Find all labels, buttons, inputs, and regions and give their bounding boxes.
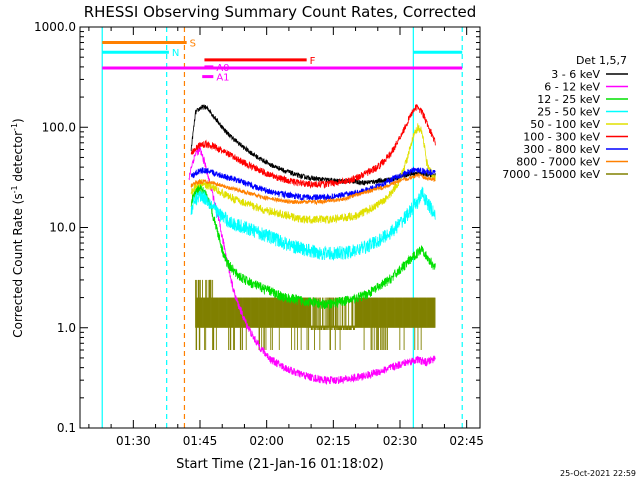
- legend-label: 50 - 100 keV: [530, 118, 600, 131]
- y-axis-label-mid: detector: [11, 131, 25, 186]
- y-tick-label: 1000.0: [34, 20, 76, 34]
- y-axis-label-sup2: -1: [10, 123, 19, 131]
- timestamp: 25-Oct-2021 22:59: [560, 469, 636, 478]
- x-tick-label: 02:15: [316, 434, 351, 448]
- flag-label-s: S: [190, 39, 196, 50]
- legend-title: Det 1,5,7: [576, 54, 627, 67]
- x-tick-label: 02:45: [449, 434, 484, 448]
- y-tick-label: 100.0: [42, 120, 76, 134]
- series-50-100-kev: [190, 123, 436, 224]
- legend-label: 100 - 300 keV: [523, 131, 600, 144]
- flag-label-a1: A1: [216, 73, 229, 84]
- legend-label: 12 - 25 keV: [537, 93, 600, 106]
- y-axis-label-main: Corrected Count Rate (s: [11, 193, 25, 337]
- series-100-300-kev: [190, 104, 436, 189]
- series-300-800-kev: [190, 166, 436, 202]
- y-tick-label: 10.0: [49, 221, 76, 235]
- y-tick-label: 1.0: [57, 321, 76, 335]
- series-25-50-kev: [190, 186, 436, 261]
- legend-label: 25 - 50 keV: [537, 106, 600, 119]
- x-tick-label: 02:00: [249, 434, 284, 448]
- x-tick-label: 01:30: [116, 434, 151, 448]
- y-axis-label: Corrected Count Rate (s-1 detector-1): [10, 118, 25, 337]
- legend-label: 3 - 6 keV: [551, 68, 600, 81]
- y-tick-label: 0.1: [57, 421, 76, 435]
- legend-label: 800 - 7000 keV: [516, 156, 600, 169]
- chart-title: RHESSI Observing Summary Count Rates, Co…: [84, 3, 477, 21]
- legend-label: 6 - 12 keV: [544, 81, 600, 94]
- flag-label-n: N: [172, 48, 179, 59]
- x-axis-label: Start Time (21-Jan-16 01:18:02): [176, 457, 384, 472]
- series-800-7000-kev: [190, 172, 436, 206]
- series-6-12-kev: [188, 146, 436, 386]
- x-tick-label: 02:30: [383, 434, 418, 448]
- plot-frame: [79, 26, 481, 429]
- series-3-6-kev: [190, 104, 436, 186]
- y-axis-label-end: ): [11, 118, 25, 123]
- series-12-25-kev: [190, 184, 436, 310]
- plot-area: SNFA0A1: [101, 27, 463, 428]
- legend-label: 7000 - 15000 keV: [502, 168, 600, 181]
- legend-label: 300 - 800 keV: [523, 143, 600, 156]
- x-axis: 01:30 01:45 02:00 02:15 02:30 02:45: [88, 27, 484, 448]
- x-tick-label: 01:45: [183, 434, 218, 448]
- series-7000-15000-kev: [195, 279, 436, 350]
- y-axis: 1000.0 100.0 10.0 1.0 0.1: [34, 20, 480, 435]
- flag-label-f: F: [310, 56, 316, 67]
- y-axis-label-sup1: -1: [10, 185, 19, 193]
